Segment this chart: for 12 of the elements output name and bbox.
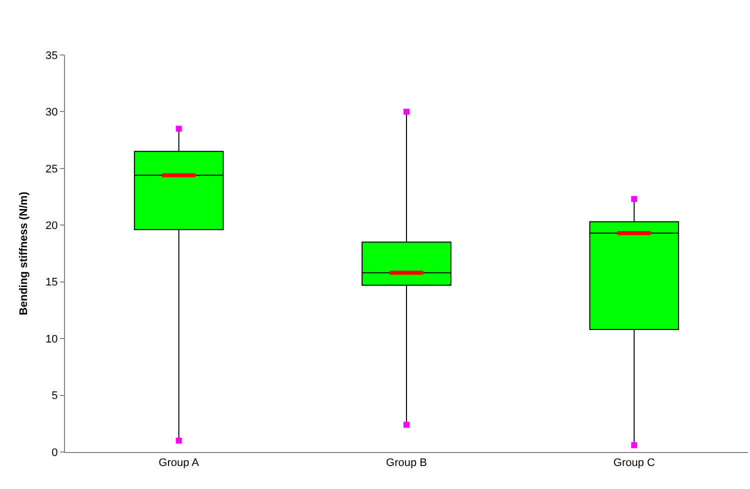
y-tick-label: 10	[46, 333, 58, 346]
x-tick-label: Group C	[613, 457, 656, 470]
y-tick-label: 25	[46, 163, 58, 176]
y-tick-label: 20	[46, 220, 58, 232]
y-tick-label: 35	[46, 50, 58, 62]
y-tick-label: 15	[46, 276, 58, 289]
y-tick-label: 0	[52, 446, 58, 459]
y-tick-label: 30	[46, 106, 58, 119]
x-tick-label: Group B	[386, 457, 427, 470]
y-axis-title: Bending stiffness (N/m)	[18, 191, 30, 316]
x-tick-label: Group A	[158, 457, 200, 470]
y-tick-label: 5	[52, 390, 58, 402]
